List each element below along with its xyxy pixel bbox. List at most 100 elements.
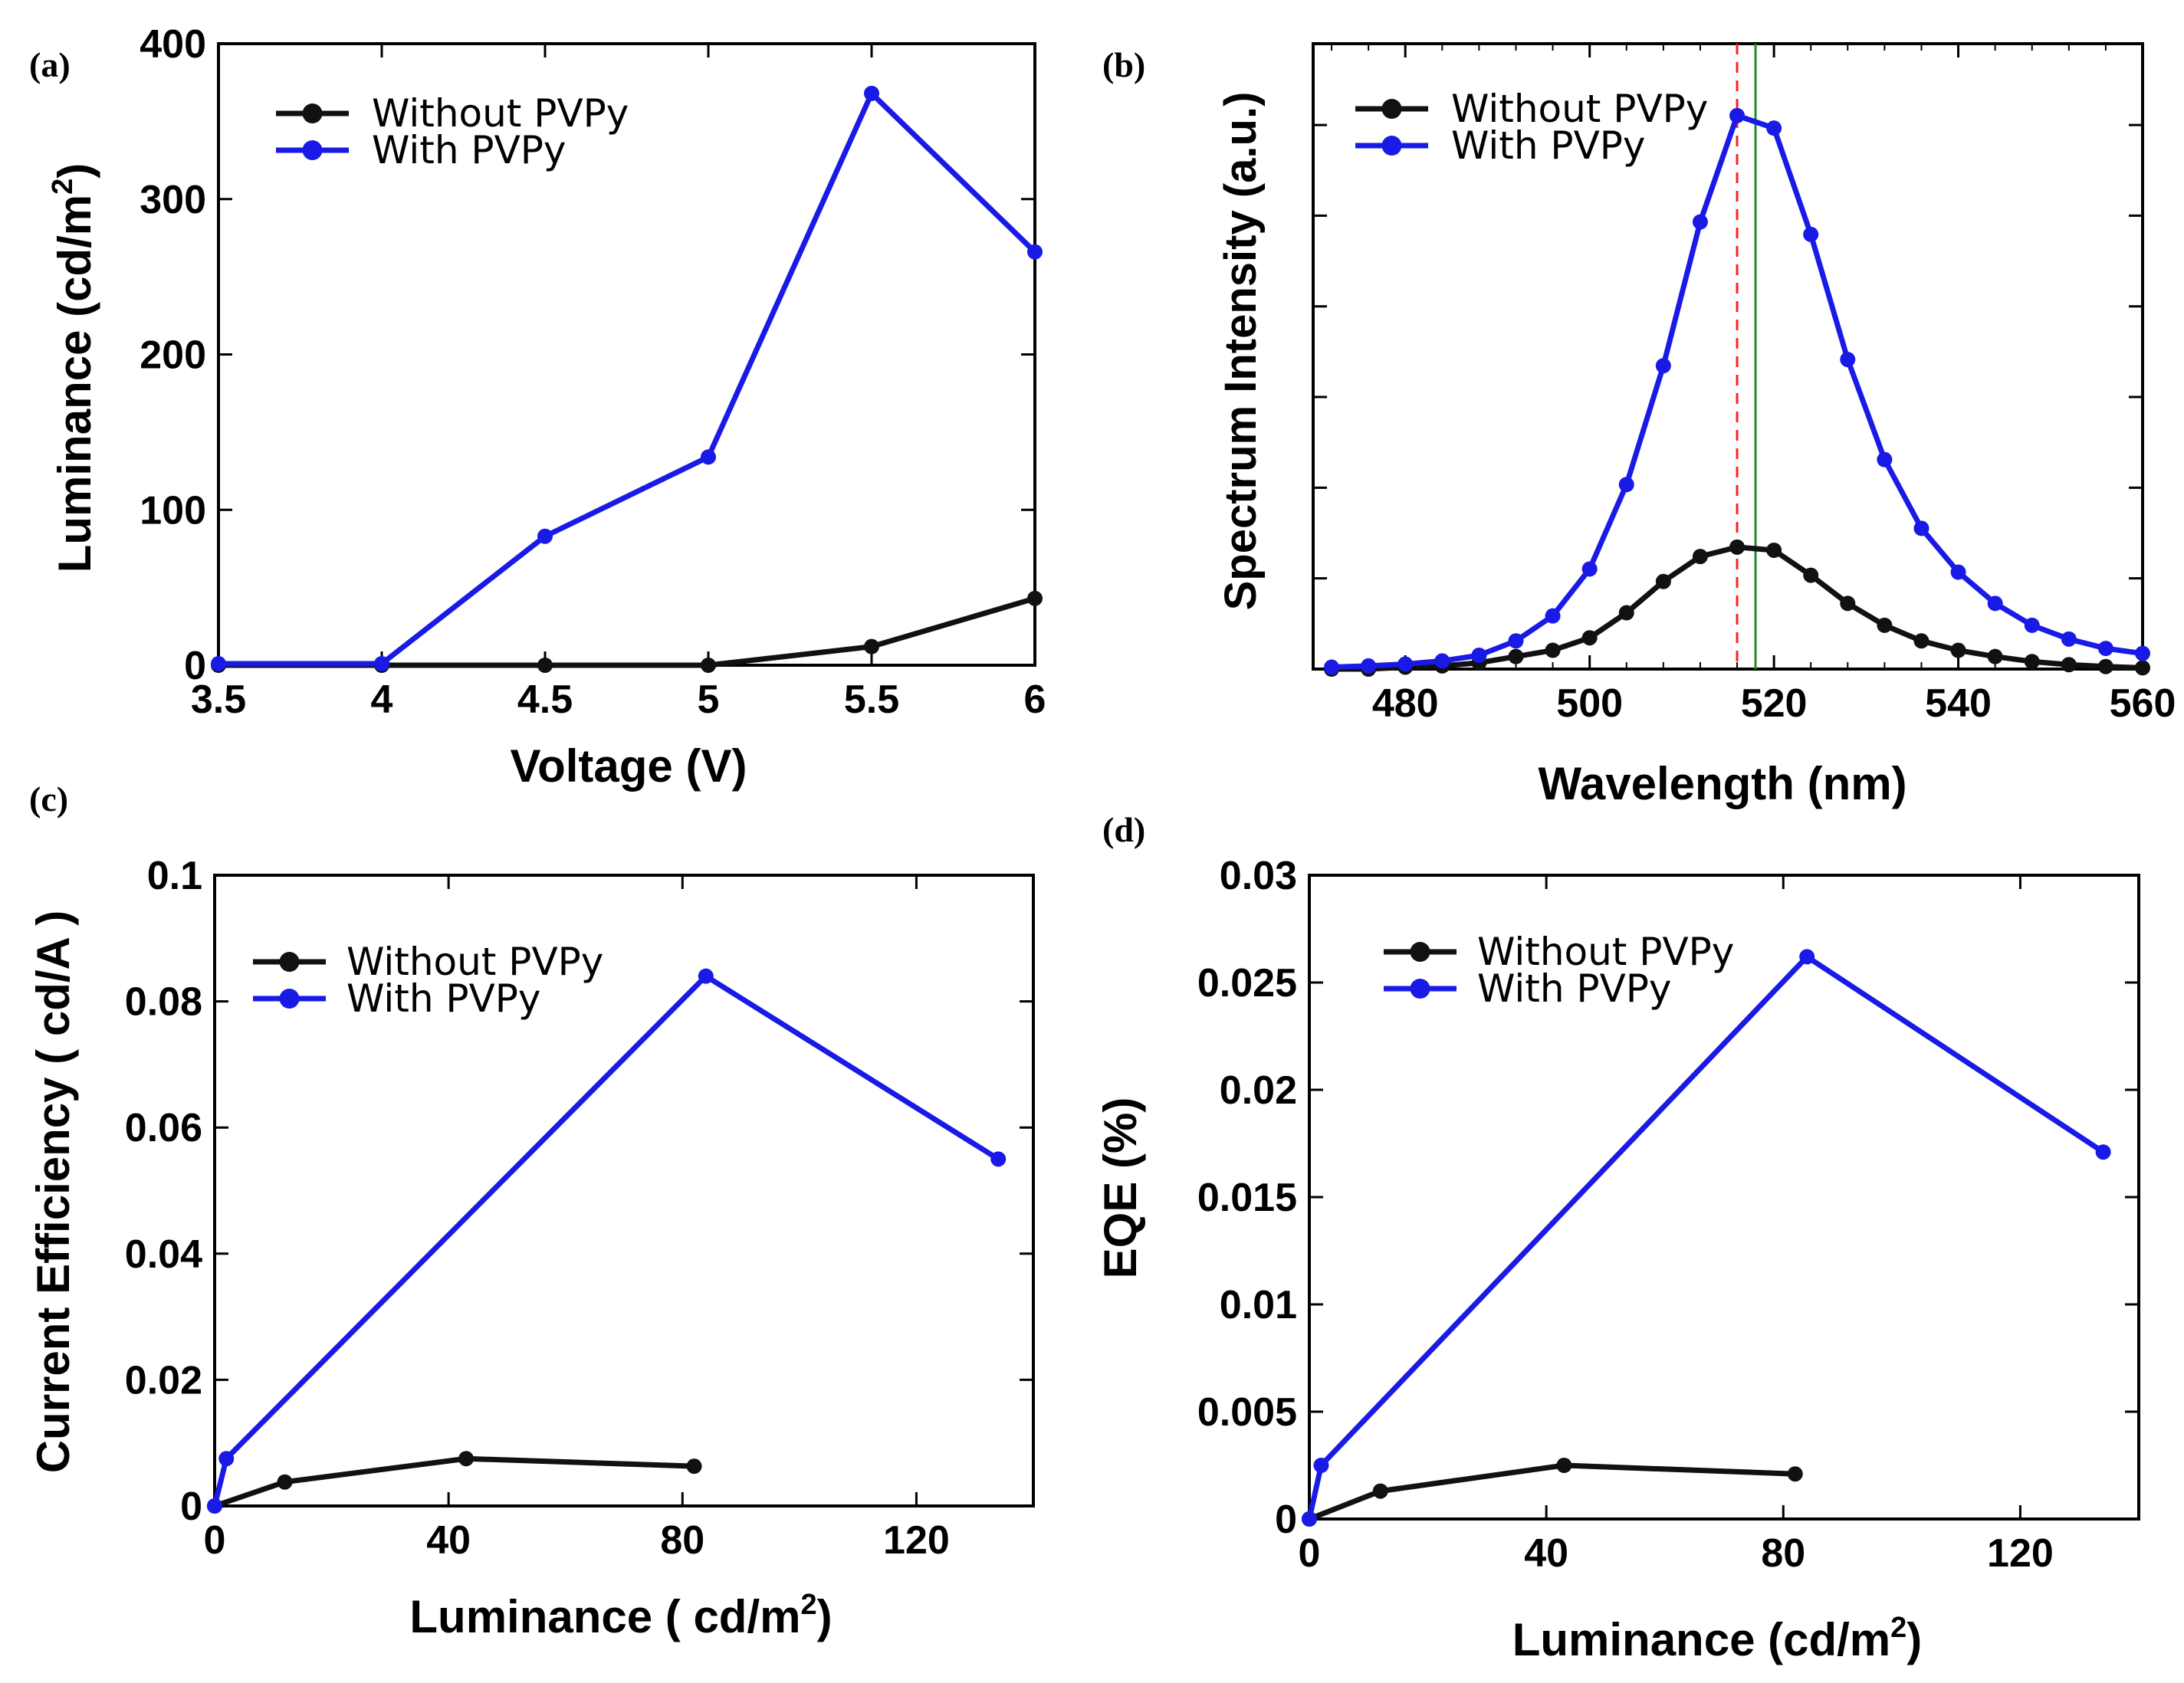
panel-d-plot-area: 0 40 80 120 0 0.005 0.01 0.015 0.02 0.025 0.03 [1197, 854, 2140, 1576]
data-point-with [1692, 214, 1708, 230]
panel-b-plot-area: 480 500 520 540 560 [1312, 42, 2176, 726]
data-point-without [1692, 549, 1708, 565]
y-tick-label: 0.03 [1220, 854, 1297, 898]
data-point-with [537, 528, 553, 544]
data-point-with [1803, 226, 1819, 242]
panel-d-label: (d) [1102, 810, 1145, 849]
data-point-without [1987, 648, 2003, 664]
data-point-without [2024, 654, 2040, 670]
data-point-with [211, 655, 226, 671]
y-tick-label: 200 [140, 333, 206, 378]
panel-d: (d) 0 40 80 120 0 0.005 0.01 0.015 0.02 0.025 0.03… [1095, 810, 2140, 1665]
series-line-without [213, 1455, 695, 1509]
data-point-with [1766, 120, 1782, 136]
data-point-with [1324, 659, 1340, 675]
panel-c-xlabel: Luminance ( cd/m2) [409, 1589, 832, 1642]
y-tick-label: 0.02 [125, 1358, 202, 1402]
legend-marker-with [279, 989, 300, 1009]
data-point-without [1581, 630, 1598, 646]
panel-c-plot-area: 0 40 80 120 0 0.02 0.04 0.06 0.08 0.1 [125, 854, 1035, 1563]
legend-marker-without [279, 952, 300, 972]
x-tick-label: 40 [1524, 1531, 1568, 1576]
data-point-without [2097, 658, 2113, 674]
legend-label-without: Without PVPy [1477, 930, 1734, 974]
data-point-without [1556, 1458, 1572, 1473]
y-tick-label: 300 [140, 178, 206, 222]
x-tick-label: 500 [1556, 681, 1623, 726]
legend-label-with: With PVPy [372, 128, 567, 172]
panel-c-ylabel: Current Efficiency ( cd/A ) [28, 910, 79, 1474]
series-line-with [212, 973, 1000, 1507]
x-tick-label: 540 [1925, 681, 1992, 726]
data-point-with [1799, 949, 1815, 965]
data-point-with [1508, 633, 1524, 649]
panel-a-ylabel-close: ) [49, 163, 100, 179]
data-point-without [1545, 642, 1561, 658]
data-point-without [1950, 642, 1966, 658]
data-point-with [1361, 658, 1377, 674]
data-point-without [1787, 1466, 1803, 1482]
data-point-with [1913, 520, 1929, 536]
data-point-with [1877, 451, 1893, 468]
y-tick-label: 0.005 [1197, 1390, 1297, 1435]
x-tick-label: 520 [1741, 681, 1808, 726]
panel-a-xlabel: Voltage (V) [511, 740, 747, 792]
data-point-without [1655, 573, 1671, 589]
data-point-with [374, 655, 389, 671]
x-tick-label: 3.5 [191, 677, 246, 722]
y-tick-label: 0.04 [125, 1232, 202, 1277]
y-tick-label: 0.01 [1220, 1283, 1297, 1327]
data-point-without [1372, 1483, 1388, 1499]
x-tick-label: 6 [1024, 677, 1046, 722]
legend-marker-with [1410, 979, 1430, 999]
panel-a-plot-area: 3.5 4 4.5 5 5.5 6 0 100 200 300 400 [140, 22, 1046, 722]
data-point-with [698, 968, 714, 984]
panel-c-xlabel-main: Luminance ( cd/m [409, 1591, 800, 1642]
x-tick-label: 5 [698, 677, 720, 722]
data-point-without [537, 658, 553, 673]
panel-a-ylabel-main: Luminance (cd/m [49, 195, 100, 572]
data-point-with [2095, 1144, 2111, 1160]
panel-c-xlabel-sup: 2 [800, 1589, 816, 1621]
data-point-without [864, 638, 879, 654]
legend-marker-without [1410, 942, 1430, 962]
data-point-with [1313, 1458, 1329, 1473]
data-point-with [864, 85, 879, 101]
legend-label-with: With PVPy [346, 976, 541, 1021]
x-tick-label: 0 [204, 1518, 226, 1563]
panel-c-label: (c) [29, 779, 68, 819]
data-point-with [1950, 564, 1966, 580]
data-point-without [1766, 542, 1782, 558]
x-tick-label: 120 [883, 1518, 950, 1563]
y-tick-label: 0.08 [125, 980, 202, 1025]
legend-label-without: Without PVPy [1451, 87, 1708, 131]
legend-marker-with [1381, 136, 1402, 156]
panel-d-xlabel-main: Luminance (cd/m [1512, 1614, 1890, 1665]
data-point-with [1397, 656, 1414, 672]
data-point-with [2024, 617, 2040, 633]
legend-marker-with [302, 140, 323, 160]
y-tick-label: 0.1 [147, 854, 202, 898]
series-line-with [1306, 953, 2105, 1520]
data-point-with [1302, 1511, 1317, 1527]
x-tick-label: 560 [2110, 681, 2176, 726]
data-point-without [1913, 633, 1929, 649]
data-point-without [701, 658, 716, 673]
panel-d-xlabel: Luminance (cd/m2) [1512, 1612, 1923, 1665]
data-point-with [1618, 477, 1634, 493]
data-point-with [1987, 595, 2003, 612]
panel-b: (b) 480 500 520 540 560 Wavelength (nm) Spec… [1102, 42, 2176, 809]
data-point-without [686, 1458, 702, 1475]
data-point-without [2061, 657, 2077, 673]
x-tick-label: 80 [660, 1518, 704, 1563]
panel-d-ylabel: EQE (%) [1095, 1097, 1146, 1279]
y-tick-label: 400 [140, 22, 206, 67]
data-point-with [1434, 653, 1450, 669]
data-point-with [218, 1451, 235, 1467]
data-point-with [2135, 645, 2150, 661]
panel-d-xlabel-sup: 2 [1890, 1612, 1906, 1644]
